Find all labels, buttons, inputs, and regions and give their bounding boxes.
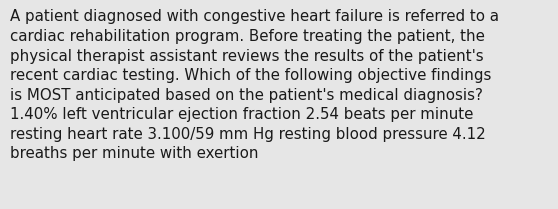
Text: A patient diagnosed with congestive heart failure is referred to a
cardiac rehab: A patient diagnosed with congestive hear… (10, 9, 499, 161)
